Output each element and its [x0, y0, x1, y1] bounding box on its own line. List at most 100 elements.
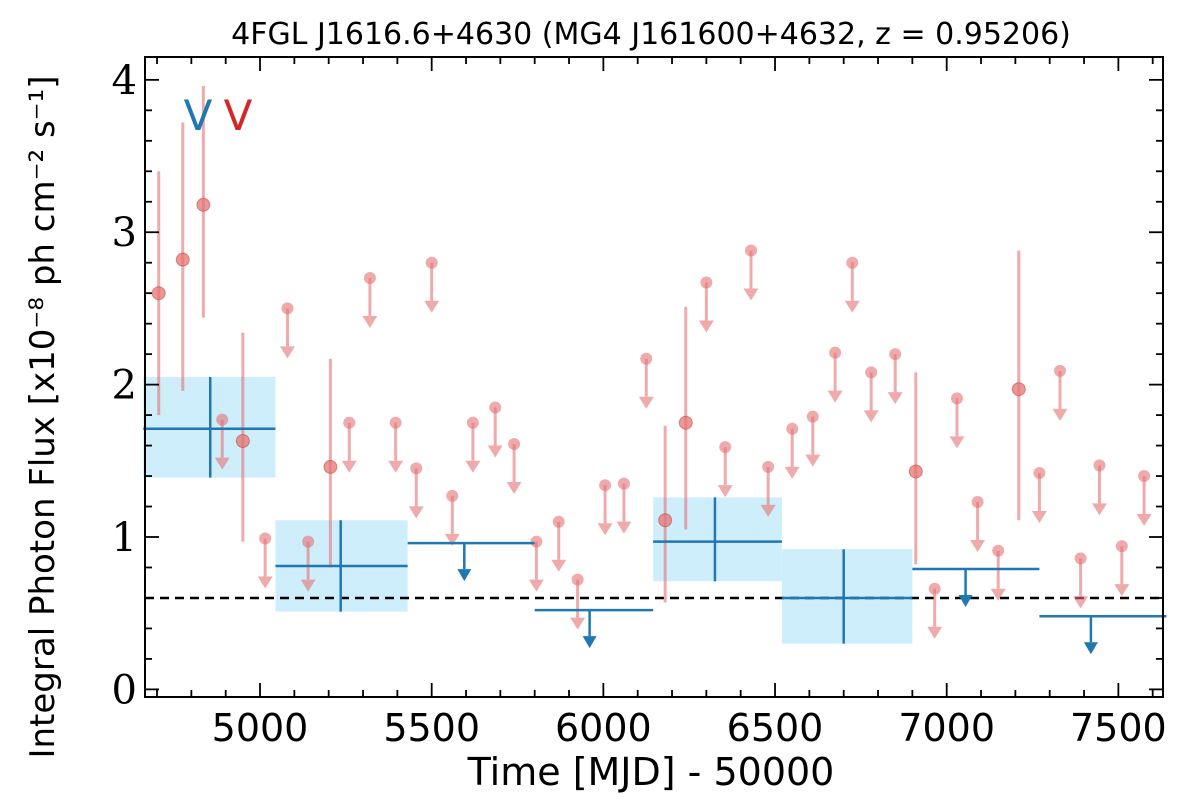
fine-upper-limit-arrow: [990, 588, 1006, 601]
fine-upper-limit-arrow: [863, 410, 879, 423]
fine-upper-limit-point: [571, 573, 584, 586]
fine-upper-limit-point: [1033, 467, 1046, 479]
y-tick-label: 0: [112, 667, 137, 713]
fine-upper-limit-point: [865, 366, 878, 379]
x-tick-label: 5000: [212, 706, 309, 750]
fine-upper-limit-point: [950, 392, 963, 405]
coarse-upper-limit-arrow: [457, 569, 472, 582]
flare-marker-label: V: [184, 91, 213, 140]
fine-upper-limit-point: [700, 276, 713, 289]
fine-upper-limit-point: [216, 413, 229, 426]
fine-upper-limit-arrow: [362, 315, 378, 328]
fine-upper-limit-point: [530, 535, 543, 548]
fine-upper-limit-arrow: [214, 457, 230, 470]
fine-upper-limit-arrow: [887, 392, 903, 405]
fine-upper-limit-arrow: [805, 454, 821, 467]
fine-upper-limit-arrow: [597, 523, 613, 536]
fine-upper-limit-arrow: [743, 288, 759, 301]
fine-upper-limit-point: [719, 441, 732, 454]
fine-upper-limit-arrow: [528, 579, 544, 592]
fine-point: [175, 252, 190, 267]
x-tick-label: 6000: [555, 706, 652, 750]
fine-upper-limit-arrow: [970, 539, 986, 552]
fine-upper-limit-arrow: [638, 396, 654, 409]
fine-point: [235, 434, 250, 448]
plot-frame: [144, 56, 1164, 698]
fine-upper-limit-point: [508, 438, 521, 451]
fine-upper-limit-arrow: [1073, 596, 1089, 609]
fine-series: [151, 85, 1152, 639]
fine-upper-limit-arrow: [341, 460, 357, 473]
axes: 5000 5500 6000 6500 7000 7500 0 1 2 3 4: [112, 56, 1167, 750]
fine-upper-limit-arrow: [570, 617, 586, 630]
fine-point: [196, 197, 211, 212]
coarse-error-box: [781, 549, 913, 644]
fine-upper-limit-arrow: [1136, 514, 1152, 527]
x-tick-label: 5500: [383, 706, 480, 750]
fine-upper-limit-arrow: [927, 626, 943, 639]
fine-upper-limit-point: [1115, 540, 1128, 553]
coarse-bin-boxes: [143, 377, 913, 644]
y-axis-label: Integral Photon Flux [x10⁻⁸ ph cm⁻² s⁻¹]: [23, 75, 63, 758]
fine-point: [678, 415, 693, 430]
fine-upper-limit-point: [389, 416, 402, 429]
fine-upper-limit-point: [806, 410, 819, 423]
x-tick-label: 7500: [1070, 706, 1167, 750]
fine-upper-limit-point: [786, 422, 799, 435]
fine-upper-limit-arrow: [760, 504, 776, 517]
fine-upper-limit-point: [889, 348, 902, 361]
x-tick-label: 7000: [898, 706, 995, 750]
fine-upper-limit-point: [992, 544, 1005, 557]
fine-upper-limit-arrow: [465, 460, 481, 473]
fine-upper-limit-arrow: [1052, 408, 1068, 421]
fine-upper-limit-point: [1093, 459, 1106, 472]
fine-upper-limit-point: [466, 416, 479, 429]
fine-upper-limit-point: [552, 515, 565, 528]
y-tick-label: 1: [112, 515, 137, 561]
y-tick-label: 2: [112, 363, 137, 409]
fine-upper-limit-arrow: [444, 533, 460, 546]
fine-upper-limit-arrow: [1031, 511, 1047, 523]
fine-upper-limit-arrow: [1114, 584, 1130, 597]
fine-upper-limit-arrow: [257, 576, 273, 589]
x-tick-label: 6500: [727, 706, 824, 750]
fine-upper-limit-point: [829, 346, 842, 359]
fine-upper-limit-point: [302, 535, 315, 548]
fine-upper-limit-arrow: [949, 436, 965, 449]
fine-upper-limit-point: [1074, 552, 1087, 565]
fine-upper-limit-point: [1138, 470, 1151, 483]
y-tick-label: 4: [112, 58, 137, 104]
fine-upper-limit-arrow: [424, 300, 440, 313]
coarse-upper-limit-arrow: [582, 636, 597, 649]
coarse-series: [143, 377, 1167, 655]
fine-upper-limit-arrow: [300, 579, 316, 592]
x-axis-label: Time [MJD] - 50000: [467, 750, 835, 794]
chart-title: 4FGL J1616.6+4630 (MG4 J161600+4632, z =…: [231, 17, 1071, 52]
fine-upper-limit-arrow: [551, 559, 567, 572]
coarse-upper-limit-arrow: [1083, 642, 1098, 655]
fine-point: [908, 464, 923, 479]
fine-upper-limit-point: [343, 416, 356, 429]
fine-point: [323, 459, 338, 474]
fine-upper-limit-point: [846, 256, 859, 269]
fine-upper-limit-point: [489, 401, 502, 414]
fine-upper-limit-point: [928, 582, 941, 595]
coarse-upper-limit-arrow: [958, 595, 973, 607]
fine-point: [658, 513, 673, 528]
fine-upper-limit-arrow: [717, 485, 733, 498]
fine-upper-limit-arrow: [1091, 503, 1107, 516]
fine-upper-limit-arrow: [827, 390, 843, 403]
fine-upper-limit-point: [744, 244, 757, 257]
fine-upper-limit-point: [446, 489, 459, 502]
fine-upper-limit-point: [971, 495, 984, 508]
fine-upper-limit-arrow: [616, 521, 632, 534]
y-tick-label: 3: [112, 210, 137, 256]
fine-upper-limit-arrow: [506, 482, 522, 495]
fine-upper-limit-point: [425, 256, 438, 269]
fine-upper-limit-arrow: [279, 346, 295, 359]
fine-upper-limit-arrow: [698, 320, 714, 333]
fine-upper-limit-arrow: [408, 506, 424, 519]
fine-upper-limit-point: [762, 460, 775, 473]
